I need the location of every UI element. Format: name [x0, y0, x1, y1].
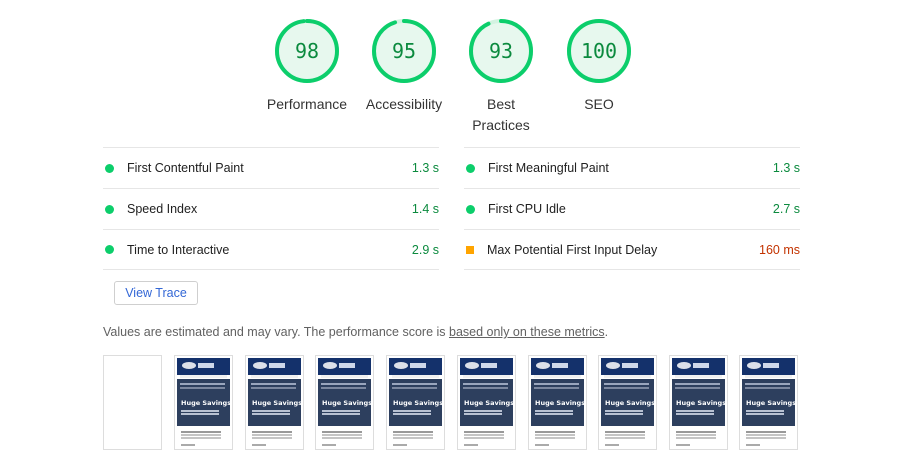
filmstrip-frame-blank — [103, 355, 162, 450]
metric-row: First CPU Idle 2.7 s — [464, 188, 800, 229]
pass-circle-icon — [105, 163, 114, 173]
metric-name: Max Potential First Input Delay — [487, 242, 658, 257]
average-square-icon — [466, 245, 474, 254]
frame-hero-text: Huge Savings — [605, 399, 656, 407]
score-calculation-link[interactable]: based only on these metrics — [449, 325, 605, 339]
filmstrip-frame: Huge Savings — [669, 355, 728, 450]
pass-circle-icon — [466, 204, 475, 214]
gauge-performance-label: Performance — [266, 96, 348, 112]
frame-hero-text: Huge Savings — [535, 399, 586, 407]
gauge-seo-ring: 100 — [567, 19, 631, 83]
gauge-performance-ring: 98 — [275, 19, 339, 83]
gauge-seo-score: 100 — [581, 39, 617, 63]
gauge-best-practices-label: Best Practices — [472, 96, 530, 133]
frame-hero-text: Huge Savings — [393, 399, 444, 407]
gauge-best-practices-score: 93 — [489, 39, 513, 63]
pass-circle-icon — [105, 204, 114, 214]
metric-name: First Meaningful Paint — [488, 161, 609, 175]
site-logo-icon — [747, 362, 761, 369]
site-logo-icon — [606, 362, 620, 369]
metric-row: Speed Index 1.4 s — [103, 188, 439, 229]
frame-hero-text: Huge Savings — [252, 399, 303, 407]
view-trace-button[interactable]: View Trace — [114, 281, 198, 305]
filmstrip: Huge Savings Huge Savings Huge Savings H… — [103, 355, 803, 450]
metric-value: 160 ms — [759, 242, 800, 257]
metric-row: First Meaningful Paint 1.3 s — [464, 147, 800, 188]
metric-row: Max Potential First Input Delay 160 ms — [464, 229, 800, 270]
filmstrip-frame: Huge Savings — [457, 355, 516, 450]
site-logo-icon — [465, 362, 479, 369]
score-gauges: 98 Performance 95 Accessibility 93 Best … — [0, 18, 900, 138]
frame-hero-text: Huge Savings — [746, 399, 797, 407]
metric-row: First Contentful Paint 1.3 s — [103, 147, 439, 188]
metric-value: 2.7 s — [772, 202, 800, 216]
metric-value: 2.9 s — [411, 242, 439, 257]
disclaimer-text: Values are estimated and may vary. The p… — [103, 325, 449, 339]
metric-name: First Contentful Paint — [127, 161, 244, 175]
gauge-accessibility-ring: 95 — [372, 19, 436, 83]
gauge-accessibility[interactable]: 95 Accessibility — [349, 18, 459, 115]
gauge-seo-label: SEO — [584, 96, 614, 112]
site-logo-icon — [394, 362, 408, 369]
metrics-column-right: First Meaningful Paint 1.3 s First CPU I… — [464, 147, 800, 270]
metric-name: Speed Index — [127, 202, 198, 216]
frame-hero-text: Huge Savings — [464, 399, 515, 407]
site-logo-icon — [182, 362, 196, 369]
metrics-disclaimer: Values are estimated and may vary. The p… — [103, 325, 608, 339]
site-logo-icon — [253, 362, 267, 369]
pass-circle-icon — [105, 245, 114, 254]
filmstrip-frame: Huge Savings — [245, 355, 304, 450]
metric-value: 1.4 s — [411, 202, 439, 216]
disclaimer-suffix: . — [604, 325, 609, 339]
metric-value: 1.3 s — [772, 161, 800, 175]
gauge-performance-score: 98 — [295, 39, 319, 63]
gauge-best-practices-ring: 93 — [469, 19, 533, 83]
site-logo-icon — [323, 362, 337, 369]
filmstrip-frame: Huge Savings — [739, 355, 798, 450]
metrics-column-left: First Contentful Paint 1.3 s Speed Index… — [103, 147, 439, 270]
filmstrip-frame: Huge Savings — [174, 355, 233, 450]
filmstrip-frame: Huge Savings — [386, 355, 445, 450]
frame-hero-text: Huge Savings — [181, 399, 232, 407]
pass-circle-icon — [466, 163, 475, 173]
gauge-performance[interactable]: 98 Performance — [252, 18, 362, 115]
frame-hero-text: Huge Savings — [322, 399, 373, 407]
frame-hero-text: Huge Savings — [676, 399, 727, 407]
metric-value: 1.3 s — [411, 161, 439, 175]
gauge-best-practices[interactable]: 93 Best Practices — [446, 18, 556, 136]
site-logo-icon — [677, 362, 691, 369]
metric-name: Time to Interactive — [127, 242, 230, 257]
filmstrip-frame: Huge Savings — [528, 355, 587, 450]
filmstrip-frame: Huge Savings — [598, 355, 657, 450]
gauge-accessibility-label: Accessibility — [365, 96, 443, 112]
site-logo-icon — [536, 362, 550, 369]
metric-row: Time to Interactive 2.9 s — [103, 229, 439, 270]
filmstrip-frame: Huge Savings — [315, 355, 374, 450]
gauge-accessibility-score: 95 — [392, 39, 416, 63]
gauge-seo[interactable]: 100 SEO — [544, 18, 654, 115]
metric-name: First CPU Idle — [488, 202, 566, 216]
